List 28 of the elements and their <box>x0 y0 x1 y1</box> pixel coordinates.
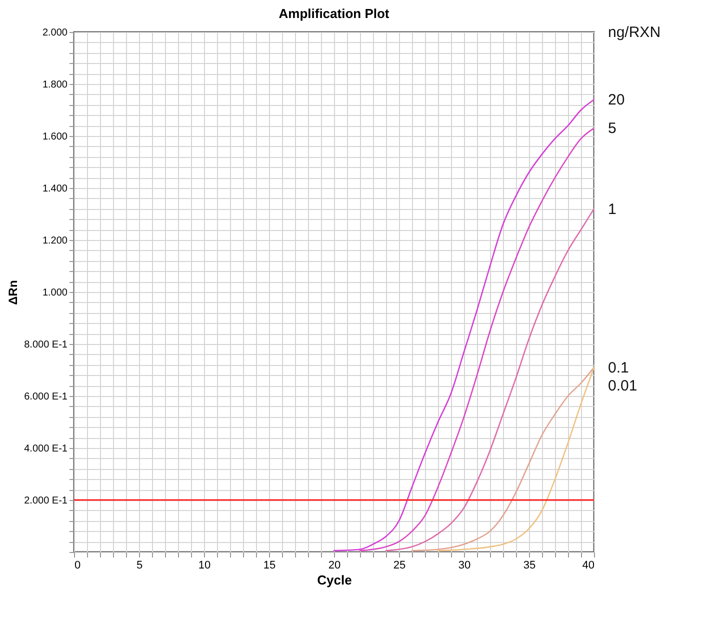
series-label: 0.1 <box>608 359 629 376</box>
x-tick-label: 15 <box>263 560 276 572</box>
y-tick-label: 4.000 E-1 <box>24 444 68 454</box>
x-axis-title: Cycle <box>317 572 352 588</box>
y-axis-title: ΔRn <box>6 280 20 305</box>
x-tick-label: 0 <box>74 560 81 572</box>
series-label: 1 <box>608 200 616 218</box>
series-label: 5 <box>608 120 616 138</box>
x-tick-label: 25 <box>393 560 406 572</box>
y-tick-label: 2.000 E-1 <box>24 496 68 506</box>
y-tick-label: 1.600 <box>42 132 68 142</box>
x-tick-label: 10 <box>198 560 211 572</box>
y-tick-label: 1.200 <box>42 236 68 246</box>
x-tick-label: 20 <box>328 560 341 572</box>
series-label: 20 <box>608 92 625 109</box>
x-tick-label: 5 <box>136 560 143 572</box>
y-tick-label: 8.000 E-1 <box>24 340 68 350</box>
y-tick-label: 6.000 E-1 <box>24 392 68 402</box>
x-tick-label: 35 <box>523 560 536 572</box>
legend-title: ng/RXN <box>608 24 661 41</box>
x-tick-label: 30 <box>458 560 471 572</box>
series-label: 0.01 <box>608 378 638 395</box>
y-tick-label: 1.800 <box>42 80 68 90</box>
y-tick-label: 2.000 <box>42 28 68 38</box>
x-tick-label: 40 <box>582 560 594 572</box>
chart-title: Amplification Plot <box>278 6 390 21</box>
y-tick-label: 1.400 <box>42 184 68 194</box>
y-tick-label: 1.000 <box>42 288 68 298</box>
